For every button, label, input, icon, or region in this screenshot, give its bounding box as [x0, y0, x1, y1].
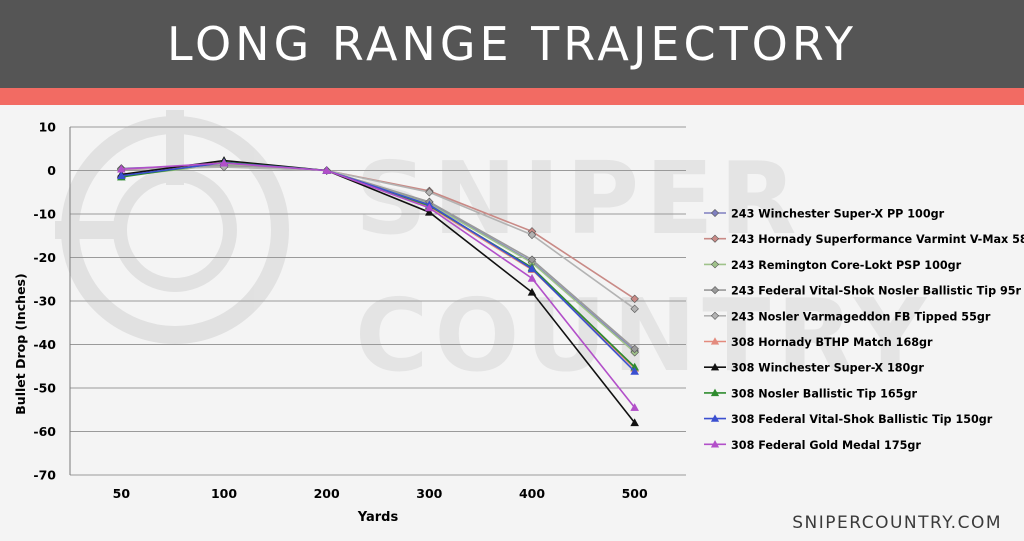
- series: [117, 158, 639, 411]
- x-tick-label: 300: [416, 486, 442, 501]
- y-tick-label: -20: [33, 250, 56, 265]
- header-banner: LONG RANGE TRAJECTORY: [0, 0, 1024, 88]
- data-point: [630, 367, 639, 375]
- legend-item: 243 Federal Vital-Shok Nosler Ballistic …: [704, 285, 1022, 298]
- y-tick-label: -10: [33, 207, 56, 222]
- legend-item: 243 Remington Core-Lokt PSP 100gr: [704, 259, 962, 272]
- y-tick-label: 10: [39, 120, 57, 135]
- legend-item: 243 Winchester Super-X PP 100gr: [704, 208, 945, 221]
- y-tick-label: -70: [33, 468, 56, 483]
- series-line: [121, 166, 636, 310]
- site-credit: SNIPERCOUNTRY.COM: [792, 513, 1002, 533]
- series-group: [117, 156, 639, 427]
- legend-item: 308 Federal Gold Medal 175gr: [704, 439, 921, 452]
- data-point: [710, 208, 720, 218]
- legend-label: 308 Winchester Super-X 180gr: [731, 362, 924, 375]
- accent-bar: [0, 88, 1024, 105]
- y-tick-label: -40: [33, 337, 56, 352]
- data-point: [710, 388, 720, 397]
- data-point: [527, 287, 537, 296]
- legend-label: 243 Federal Vital-Shok Nosler Ballistic …: [731, 285, 1022, 298]
- legend-label: 243 Nosler Varmageddon FB Tipped 55gr: [731, 310, 991, 323]
- trajectory-chart: SNIPER COUNTRY 100-10-20-30-40-50-60-70 …: [13, 110, 1024, 525]
- data-point: [117, 171, 126, 180]
- legend: 243 Winchester Super-X PP 100gr 243 Horna…: [704, 208, 1024, 452]
- x-tick-label: 50: [113, 486, 131, 501]
- data-point: [710, 337, 720, 345]
- series-line: [121, 159, 636, 424]
- data-point: [527, 230, 537, 240]
- data-point: [425, 207, 434, 216]
- x-tick-label: 400: [519, 486, 545, 501]
- legend-item: 243 Hornady Superformance Varmint V-Max …: [704, 233, 1024, 246]
- data-point: [219, 158, 229, 167]
- series-line: [121, 164, 636, 350]
- data-point: [710, 311, 720, 320]
- x-tick-label: 100: [211, 486, 237, 501]
- watermark-line-2: COUNTRY: [355, 277, 932, 394]
- legend-label: 243 Winchester Super-X PP 100gr: [731, 208, 945, 221]
- data-point: [527, 264, 537, 273]
- x-tick-label: 500: [622, 486, 648, 501]
- legend-item: 308 Nosler Ballistic Tip 165gr: [704, 387, 917, 400]
- data-point: [630, 418, 639, 427]
- data-point: [630, 403, 639, 411]
- data-point: [710, 414, 720, 422]
- data-point: [710, 362, 720, 371]
- legend-item: 308 Winchester Super-X 180gr: [704, 362, 924, 375]
- x-tick-label: 200: [314, 486, 340, 501]
- chart-panel: SNIPER COUNTRY 10 0 -10 -20 -30 -40 -50 -60 -70 …: [0, 105, 1024, 541]
- legend-item: 308 Federal Vital-Shok Ballistic Tip 150…: [704, 413, 993, 426]
- data-point: [425, 203, 434, 212]
- data-point: [322, 166, 331, 174]
- y-tick-label: -60: [33, 424, 56, 439]
- x-axis: 50 100 200 300 400 500: [113, 486, 648, 501]
- legend-label: 308 Federal Gold Medal 175gr: [731, 439, 921, 452]
- y-tick-label: -50: [33, 381, 56, 396]
- data-point: [425, 188, 434, 197]
- data-point: [630, 344, 639, 354]
- series-line: [121, 162, 636, 409]
- legend-label: 308 Hornady BTHP Match 168gr: [731, 336, 933, 349]
- data-point: [710, 440, 720, 448]
- page-title: LONG RANGE TRAJECTORY: [166, 17, 858, 71]
- y-axis-label: Bullet Drop (Inches): [13, 273, 28, 414]
- data-point: [117, 164, 126, 173]
- data-point: [710, 286, 720, 295]
- data-point: [630, 294, 639, 304]
- legend-label: 243 Remington Core-Lokt PSP 100gr: [731, 259, 962, 272]
- legend-label: 243 Hornady Superformance Varmint V-Max …: [731, 233, 1024, 246]
- grid: [69, 126, 686, 476]
- x-axis-label: Yards: [357, 510, 399, 525]
- data-point: [527, 273, 537, 282]
- y-axis: 10 0 -10 -20 -30 -40 -50 -60 -70: [33, 120, 56, 483]
- data-point: [710, 260, 720, 269]
- data-point: [710, 234, 720, 243]
- legend-item: 308 Hornady BTHP Match 168gr: [704, 336, 933, 349]
- y-tick-label: -30: [33, 294, 56, 309]
- y-tick-label: 0: [47, 163, 56, 178]
- legend-label: 308 Federal Vital-Shok Ballistic Tip 150…: [731, 413, 993, 426]
- data-point: [630, 304, 639, 314]
- legend-item: 243 Nosler Varmageddon FB Tipped 55gr: [704, 310, 991, 323]
- legend-label: 308 Nosler Ballistic Tip 165gr: [731, 387, 917, 400]
